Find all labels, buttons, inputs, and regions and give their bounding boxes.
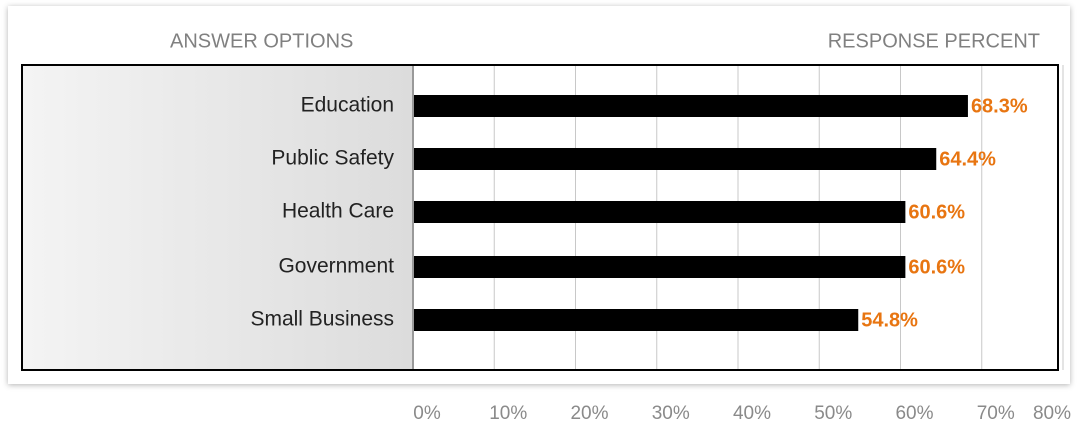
value-label: 60.6% <box>908 201 965 223</box>
x-tick-label: 30% <box>652 403 690 424</box>
x-tick-label: 10% <box>489 403 527 424</box>
plot-border <box>21 64 1059 371</box>
x-tick-label: 0% <box>413 403 441 424</box>
value-label: 60.6% <box>908 256 965 278</box>
label-panel <box>22 65 413 370</box>
column-header: ANSWER OPTIONS <box>170 30 353 52</box>
x-tick-label: 60% <box>895 403 933 424</box>
bar <box>414 309 859 331</box>
value-label: 64.4% <box>939 148 996 170</box>
bar <box>414 201 906 223</box>
bar <box>414 95 968 117</box>
x-tick-label: 40% <box>733 403 771 424</box>
y-tick-label: Government <box>278 255 394 278</box>
y-tick-label: Small Business <box>250 308 394 331</box>
x-tick-label: 80% <box>1033 403 1071 424</box>
y-tick-label: Education <box>301 94 394 117</box>
x-tick-label: 70% <box>977 403 1015 424</box>
bar <box>414 256 906 278</box>
value-label: 54.8% <box>861 309 918 331</box>
y-tick-label: Health Care <box>282 200 394 223</box>
column-header: RESPONSE PERCENT <box>828 30 1040 52</box>
y-tick-label: Public Safety <box>271 147 394 170</box>
x-tick-label: 50% <box>814 403 852 424</box>
bar <box>414 148 937 170</box>
value-label: 68.3% <box>971 95 1028 117</box>
x-tick-label: 20% <box>570 403 608 424</box>
